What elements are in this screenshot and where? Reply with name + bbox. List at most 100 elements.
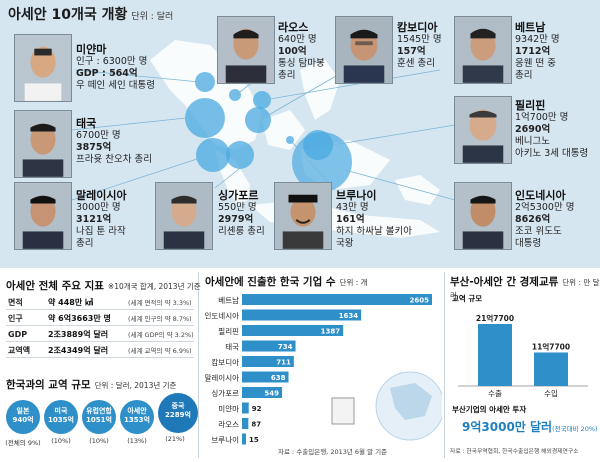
indicator-row: GDP 2조3889억 달러 (세계 GDP의 약 3.2%) [6,328,194,342]
country-info-vietnam: 베트남 9342만 명 1712억 응웬 떤 중 총리 [515,22,560,82]
country-gdp: 161억 [336,214,365,225]
indicator-label: 교역액 [8,346,31,355]
trade-partner-value: 2289억 [165,411,191,419]
country-population: 인구 : 6300만 명 [76,56,148,67]
bottom-source: 자료 : 한국무역협회, 한국수출입은행 해외경제연구소 [450,449,579,455]
trade-bubble: 아세안 1353억 [120,400,154,434]
brunei-circle [286,136,294,144]
bar-category-label: 인도네시아 [205,311,240,321]
company-count-value: 92 [252,405,262,413]
trade-partner-value: 1051억 [86,416,112,424]
country-leader-title: 총리 [515,70,533,81]
busan-trade-category: 수출 [488,388,502,398]
myanmar-circle [195,72,215,92]
country-gdp: 157억 [397,46,426,57]
bar-category-label: 말레이시아 [205,373,240,383]
trade-partner-name: 중국 [171,402,185,410]
country-leader-title: 국왕 [336,238,354,249]
companies-bar-chart: 베트남 2605 인도네시아 1634 필리핀 1387 태국 734 캄보디아 711 말레이시아… [205,294,442,445]
column-divider [444,272,445,458]
country-leader: 하지 하싸날 볼키아 [336,226,412,237]
country-population: 9342만 명 [515,34,560,45]
busan-trade-bar [478,324,512,386]
country-name: 태국 [76,117,97,130]
company-count-value: 1387 [321,328,341,336]
country-gdp: 564억 [109,68,138,79]
trade-partner-value: 1035억 [48,416,74,424]
country-leader: 응웬 떤 중 [515,58,556,69]
trade-partner-name: 미국 [54,407,68,415]
country-population: 1545만 명 [397,34,442,45]
company-count-bar [242,356,294,367]
indicators-title: 아세안 전체 주요 지표 ※10개국 합계, 2013년 기준 [6,280,201,292]
indicator-row: 교역액 2조4349억 달러 (세계 교역의 약 6.9%) [6,344,194,358]
company-count-bar [242,309,362,321]
country-name: 브루나이 [336,189,377,202]
indicator-value: 약 6억3663만 명 [48,314,111,323]
country-gdp: 2690억 [515,124,551,135]
cambodia-circle [245,107,271,133]
trade-partner-share: (전체의 9%) [5,439,41,447]
indicator-label: 면적 [8,298,23,307]
bar-category-label: 태국 [225,343,239,352]
company-count-value: 711 [276,359,291,367]
leader-photo-laos [217,16,275,84]
indicator-row: 면적 약 448만 ㎢ (세계 면적의 약 3.3%) [6,296,194,310]
country-leader-title: 총리 [76,238,94,249]
indicator-label: 인구 [8,314,23,323]
company-count-value: 2605 [410,297,430,305]
company-count-bar [242,418,249,429]
bar-category-label: 필리핀 [218,326,239,336]
indicator-row: 인구 약 6억3663만 명 (세계 인구의 약 8.7%) [6,312,194,326]
country-gdp: 8626억 [515,214,551,225]
country-population: 3000만 명 [76,202,121,213]
philippines-circle [303,130,333,160]
thailand-circle [185,98,225,138]
company-count-bar [242,340,296,352]
leader-photo-malaysia [14,182,72,250]
country-info-malaysia: 말레이시아 3000만 명 3121억 나집 툰 라작 총리 [76,190,127,250]
leader-photo-philippines [454,96,512,164]
country-population: 6700만 명 [76,130,121,141]
country-population: 640만 명 [278,34,317,45]
country-info-indonesia: 인도네시아 2억5300만 명 8626억 조코 위도도 대통령 [515,190,574,250]
leader-photo-thailand [14,110,72,178]
country-name: 라오스 [278,21,309,34]
trade-scale-title: 한국과의 교역 규모 단위 : 달러, 2013년 기준 [6,379,177,391]
busan-trade-value: 11억7700 [532,341,570,351]
trade-partner-value: 940억 [12,416,34,424]
country-info-brunei: 브루나이 43만 명 161억 하지 하싸날 볼키아 국왕 [336,190,412,250]
malaysia-circle [196,138,230,172]
leader-photo-vietnam [454,16,512,84]
company-count-value: 549 [264,390,279,398]
asean-overview-section: 아세안 10개국 개황 단위 : 달러 미얀마 인구 : 6300만 명 GDP … [0,0,600,268]
company-count-value: 1634 [339,312,359,320]
company-count-bar [242,387,283,398]
section-divider [0,268,600,270]
column-divider [198,272,199,458]
indicator-value: 약 448만 ㎢ [48,298,93,307]
trade-partner-name: 유럽연합 [86,407,112,415]
country-leader-title: 아키노 3세 대통령 [515,148,589,159]
companies-chart-title: 아세안에 진출한 한국 기업 수 단위 : 개 [205,276,368,288]
trade-partner-value: 1353억 [124,416,150,424]
building-icon [331,397,355,425]
country-name: 인도네시아 [515,189,566,202]
busan-trade-category: 수입 [544,389,558,398]
country-leader: 통싱 탐마봉 [278,58,325,69]
country-gdp: 2979억 [218,214,254,225]
bar-category-label: 베트남 [218,296,239,305]
company-count-bar [242,325,344,336]
bar-category-label: 싱가포르 [211,388,239,398]
busan-trade-value: 21억7700 [476,313,514,323]
indicator-value: 2조4349억 달러 [48,346,109,355]
trade-partner-share: (10%) [51,437,71,445]
country-population: 2억5300만 명 [515,202,575,213]
country-population: 43만 명 [336,202,369,213]
country-info-singapore: 싱가포르 550만 명 2979억 리셴룽 총리 [218,190,265,238]
vietnam-circle [253,91,271,109]
singapore-circle [226,141,254,169]
indicator-label: GDP [8,330,28,339]
country-gdp: 3875억 [76,142,112,153]
